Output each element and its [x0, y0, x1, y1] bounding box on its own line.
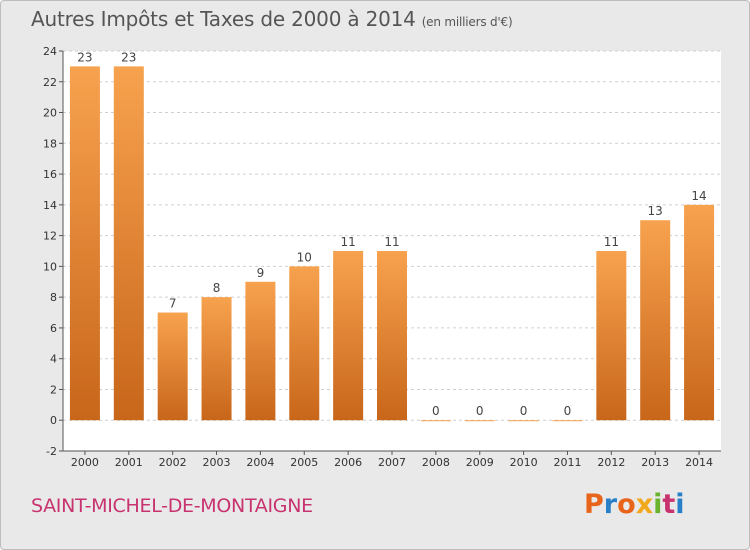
bar: [420, 420, 451, 422]
y-tick-label: 6: [50, 322, 57, 335]
y-tick-label: 16: [43, 168, 57, 181]
bar: [596, 251, 627, 421]
bar: [464, 420, 495, 422]
bar: [201, 297, 232, 421]
bar: [69, 66, 100, 421]
y-tick-label: 20: [43, 107, 57, 120]
bar: [245, 281, 276, 421]
bar-value-label: 0: [564, 404, 572, 418]
logo-letter: i: [675, 489, 685, 520]
chart-title: Autres Impôts et Taxes de 2000 à 2014 (en…: [31, 7, 513, 31]
bar-value-label: 0: [476, 404, 484, 418]
logo-letter: o: [617, 489, 636, 520]
x-tick-label: 2008: [422, 456, 450, 469]
bar-value-label: 14: [691, 189, 706, 203]
y-tick-label: 8: [50, 291, 57, 304]
x-tick-label: 2001: [115, 456, 143, 469]
x-tick-label: 2011: [553, 456, 581, 469]
y-tick-label: 4: [50, 353, 57, 366]
x-tick-label: 2006: [334, 456, 362, 469]
bar: [157, 312, 188, 421]
bar-value-label: 0: [520, 404, 528, 418]
logo-letter: P: [584, 489, 604, 520]
bar: [333, 251, 364, 421]
x-tick-label: 2002: [159, 456, 187, 469]
bar-value-label: 8: [213, 281, 221, 295]
bar-value-label: 11: [340, 235, 355, 249]
x-tick-label: 2005: [290, 456, 318, 469]
x-tick-label: 2004: [246, 456, 274, 469]
bar-value-label: 23: [121, 50, 136, 64]
logo-letter: r: [603, 489, 618, 520]
chart-subtitle: (en milliers d'€): [421, 15, 513, 29]
y-tick-label: -2: [46, 445, 57, 458]
chart-title-text: Autres Impôts et Taxes de 2000 à 2014: [31, 7, 416, 31]
commune-name: SAINT-MICHEL-DE-MONTAIGNE: [31, 495, 313, 517]
y-tick-label: 0: [50, 414, 57, 427]
x-tick-label: 2003: [203, 456, 231, 469]
bar: [640, 220, 671, 421]
bar-value-label: 7: [169, 297, 177, 311]
bar-value-label: 0: [432, 404, 440, 418]
bar-value-label: 9: [257, 266, 265, 280]
y-tick-label: 24: [43, 45, 57, 58]
x-tick-label: 2009: [466, 456, 494, 469]
bar-value-label: 13: [648, 204, 663, 218]
x-tick-label: 2013: [641, 456, 669, 469]
bar: [377, 251, 407, 421]
y-tick-label: 18: [43, 137, 57, 150]
x-tick-label: 2000: [71, 456, 99, 469]
bar: [113, 66, 144, 421]
y-tick-label: 12: [43, 230, 57, 243]
bar-value-label: 10: [297, 250, 312, 264]
bar: [552, 420, 583, 422]
bar: [508, 420, 539, 422]
y-tick-label: 14: [43, 199, 57, 212]
x-tick-label: 2014: [685, 456, 713, 469]
y-tick-label: 22: [43, 76, 57, 89]
bar-value-label: 23: [77, 50, 92, 64]
bar-value-label: 11: [604, 235, 619, 249]
x-tick-label: 2010: [510, 456, 538, 469]
y-tick-label: 10: [43, 260, 57, 273]
bar-value-label: 11: [384, 235, 399, 249]
y-tick-label: 2: [50, 383, 57, 396]
logo-letter: x: [635, 489, 654, 520]
proxiti-logo[interactable]: Proxiti: [584, 489, 685, 520]
bar: [289, 266, 320, 421]
x-tick-label: 2007: [378, 456, 406, 469]
bar: [684, 204, 715, 421]
logo-letter: t: [662, 489, 676, 520]
logo-letter: i: [653, 489, 663, 520]
x-tick-label: 2012: [597, 456, 625, 469]
